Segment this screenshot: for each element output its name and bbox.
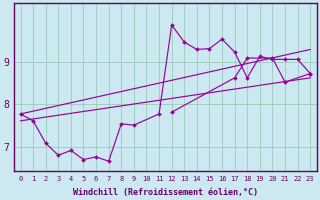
X-axis label: Windchill (Refroidissement éolien,°C): Windchill (Refroidissement éolien,°C): [73, 188, 258, 197]
